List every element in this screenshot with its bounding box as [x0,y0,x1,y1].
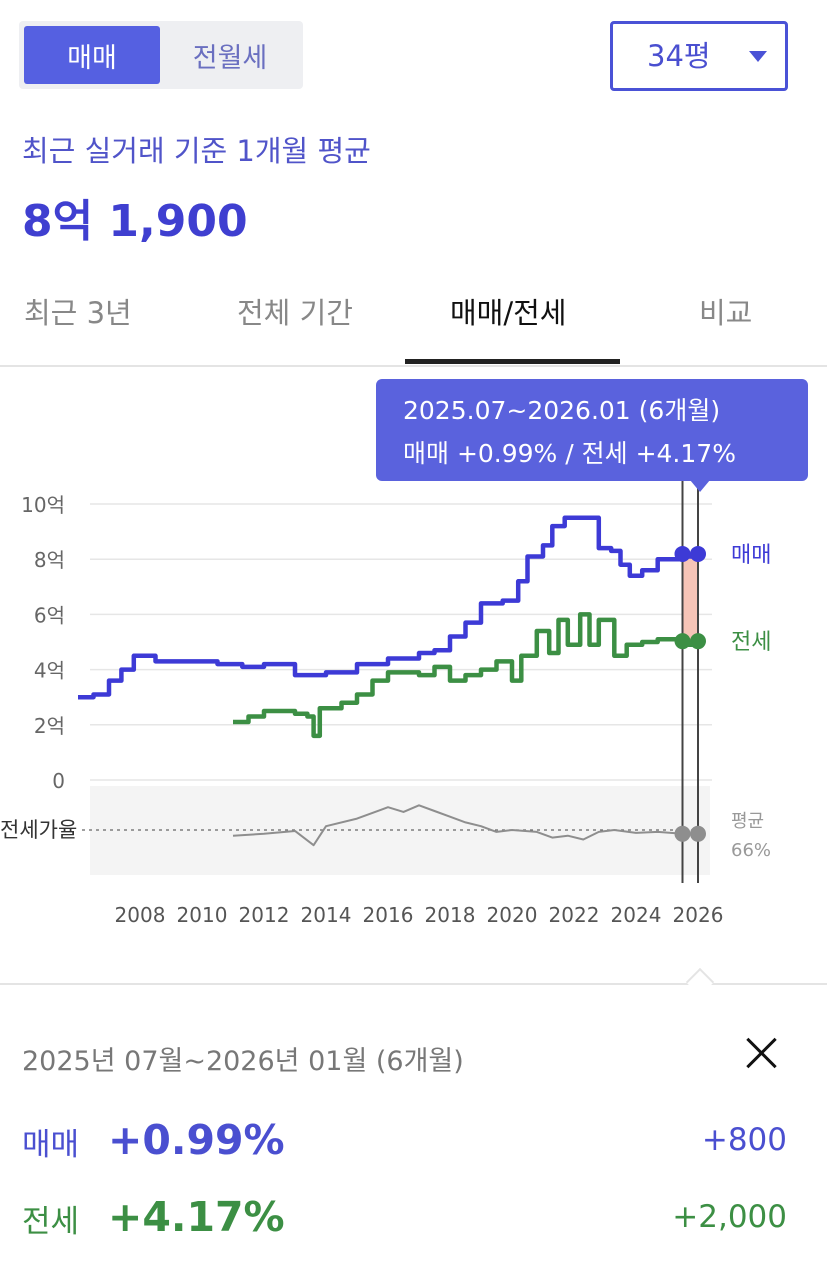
y-tick-label: 10억 [21,493,65,517]
jeonse-change-amount: +2,000 [672,1199,787,1235]
sale-change-amount: +800 [701,1122,787,1158]
jeonse-ratio-label: 전세가율 [0,818,77,842]
jeonse-start-dot [674,633,691,650]
jeonse-label: 전세 [22,1204,80,1240]
y-tick-label: 8억 [34,548,65,572]
jeonse-ratio-line [232,804,698,847]
close-icon[interactable] [741,1033,781,1073]
panel-divider [0,983,827,985]
deal-type-rent-button[interactable]: 전월세 [192,42,268,74]
tab-compare[interactable]: 비교 [699,296,753,330]
ratio-average-value: 66% [731,840,771,861]
y-tick-label: 6억 [34,603,65,627]
x-tick-label: 2010 [177,903,228,927]
x-tick-label: 2014 [301,903,352,927]
x-tick-label: 2020 [487,903,538,927]
x-tick-label: 2022 [549,903,600,927]
x-tick-label: 2008 [115,903,166,927]
price-caption: 최근 실거래 기준 1개월 평균 [22,134,371,168]
ratio-start-dot [674,825,691,842]
x-tick-label: 2026 [673,903,724,927]
area-size-value: 34평 [647,39,711,73]
jeonse-price-line [233,612,701,739]
jeonse-change-percent: +4.17% [108,1193,285,1241]
average-price: 8억 1,900 [22,196,248,247]
sale-start-dot [674,545,691,562]
panel-notch [685,967,715,997]
x-tick-label: 2012 [239,903,290,927]
sale-end-dot [690,545,706,562]
caret-down-icon [749,51,767,62]
x-tick-label: 2016 [363,903,414,927]
y-tick-label: 0 [52,769,65,793]
tooltip-detail: 매매 +0.99% / 전세 +4.17% [403,439,736,468]
tooltip-period: 2025.07~2026.01 (6개월) [403,396,721,425]
series-label-sale: 매매 [731,543,771,568]
tab-sale-jeonse[interactable]: 매매/전세 [450,296,567,330]
tabs-divider [0,365,827,367]
y-tick-label: 2억 [34,714,65,738]
y-tick-label: 4억 [34,659,65,683]
tab-recent-3-years[interactable]: 최근 3년 [24,296,132,330]
ratio-end-dot [690,825,706,842]
ratio-average-label: 평균 [731,811,764,832]
tab-all-period[interactable]: 전체 기간 [237,296,353,330]
highlight-gap-fill [682,553,698,642]
x-tick-label: 2018 [425,903,476,927]
x-tick-label: 2024 [611,903,662,927]
deal-type-toggle: 매매 전월세 [19,21,303,89]
period-tooltip: 2025.07~2026.01 (6개월) 매매 +0.99% / 전세 +4.… [376,379,808,481]
sale-price-line [78,515,701,700]
active-tab-indicator [405,359,620,364]
tooltip-arrow [690,480,710,492]
sale-change-percent: +0.99% [108,1116,285,1164]
deal-type-sale-button[interactable]: 매매 [24,26,160,84]
area-size-select[interactable]: 34평 [610,21,788,91]
price-chart[interactable]: 10억 8억 6억 4억 2억 0 2008 2010 2012 2014 2016 2018 202… [0,368,827,968]
jeonse-end-dot [690,633,706,650]
series-label-jeonse: 전세 [731,630,771,655]
range-panel-title: 2025년 07월~2026년 01월 (6개월) [22,1046,464,1077]
sale-label: 매매 [22,1127,80,1163]
